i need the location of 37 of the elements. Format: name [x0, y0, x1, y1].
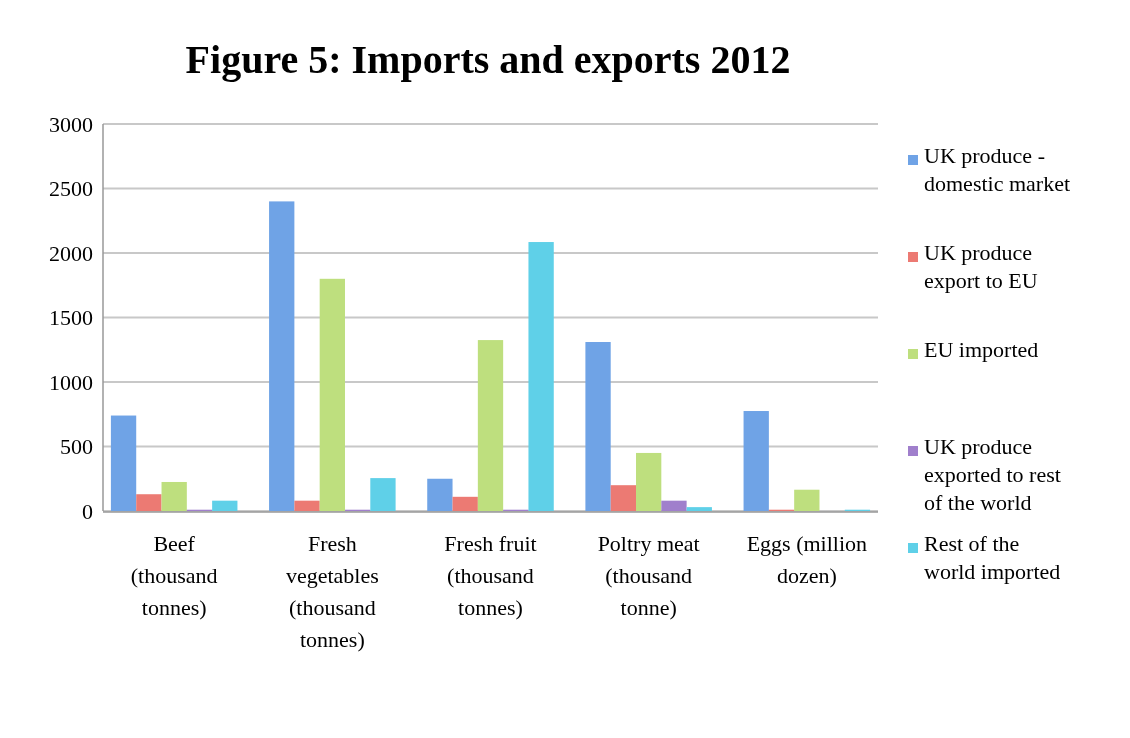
bar [427, 478, 453, 511]
legend-label: UK produce exported to rest of the world [924, 434, 1061, 515]
x-tick-label: Eggs (million dozen) [746, 531, 868, 588]
y-tick-label: 1500 [49, 305, 93, 331]
y-tick-label: 0 [82, 498, 93, 524]
chart-title: Figure 5: Imports and exports 2012 [185, 37, 791, 82]
x-tick-label: Poltry meat (thousand tonne) [597, 531, 700, 620]
legend-label: UK produce export to EU [924, 240, 1038, 293]
y-tick-label: 3000 [49, 111, 93, 137]
x-tick-label: Fresh vegetables (thousand tonnes) [285, 531, 379, 652]
y-tick-label: 2500 [49, 176, 93, 202]
bar [794, 489, 820, 511]
bar [110, 415, 137, 511]
bar [319, 278, 345, 511]
y-tick-label: 1000 [49, 369, 93, 395]
bar [585, 342, 611, 511]
bar [686, 507, 712, 511]
bar [161, 481, 187, 511]
bar [528, 242, 554, 511]
bar [212, 500, 238, 511]
bar [269, 201, 295, 511]
x-tick-label: Fresh fruit (thousand tonnes) [444, 531, 537, 620]
bar [294, 500, 320, 511]
y-tick-label: 2000 [49, 240, 93, 266]
bar [136, 494, 162, 511]
legend-label: Rest of the world imported [924, 531, 1061, 584]
bar [610, 485, 637, 511]
bar [452, 496, 478, 511]
legend-label: EU imported [924, 337, 1039, 362]
x-tick-label: Beef (thousand tonnes) [130, 531, 218, 620]
bar [743, 411, 769, 511]
y-tick-label: 500 [60, 434, 93, 460]
bar [636, 452, 662, 511]
bar [370, 478, 396, 511]
bar [477, 340, 504, 511]
legend-label: UK produce - domestic market [924, 143, 1071, 196]
bar [661, 500, 687, 511]
